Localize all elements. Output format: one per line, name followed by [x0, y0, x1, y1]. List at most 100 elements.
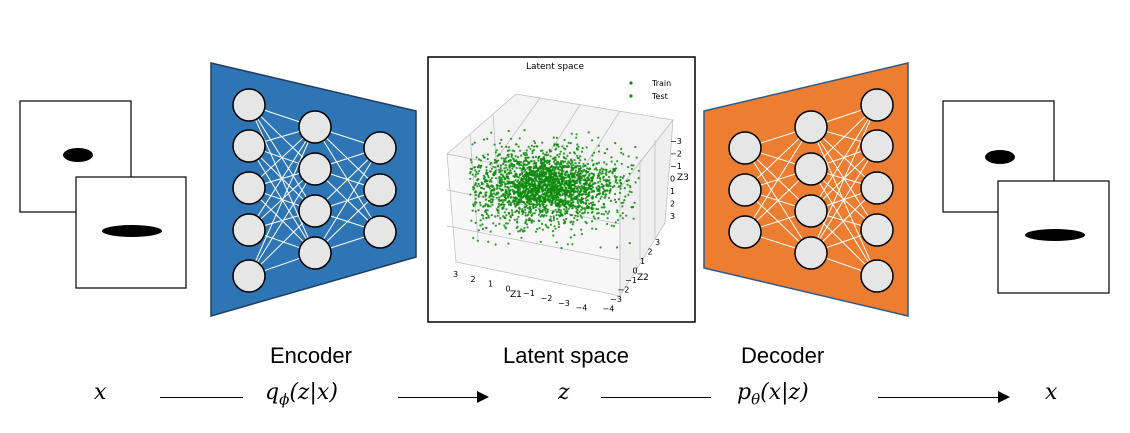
latent-point — [592, 164, 595, 167]
latent-point — [634, 145, 637, 149]
latent-point — [585, 146, 588, 149]
decoder-neuron-layer-2 — [794, 110, 828, 144]
latent-point — [556, 203, 559, 206]
latent-point — [492, 222, 495, 225]
plot-title: Latent space — [526, 62, 585, 72]
latent-point — [499, 217, 502, 220]
latent-point — [558, 205, 561, 208]
latent-point — [490, 189, 493, 192]
latent-point — [479, 166, 482, 169]
latent-point — [510, 164, 513, 167]
decoder-neuron-layer-1 — [728, 215, 762, 249]
latent-point — [553, 157, 556, 160]
decoder-edge — [810, 126, 878, 277]
latent-point — [530, 198, 533, 201]
latent-point — [474, 221, 477, 224]
latent-point — [510, 137, 513, 140]
latent-point — [590, 188, 593, 191]
latent-point — [536, 145, 539, 148]
latent-point — [549, 173, 552, 176]
latent-point — [490, 214, 493, 217]
latent-point — [574, 214, 577, 217]
latent-point — [526, 207, 529, 210]
output-x: x — [1045, 380, 1058, 405]
decoder-edge — [810, 168, 878, 277]
latent-point — [530, 180, 533, 183]
latent-point — [558, 200, 561, 203]
latent-point — [574, 190, 578, 193]
decoder-edge — [810, 104, 878, 212]
latent-point — [577, 189, 580, 192]
latent-point — [528, 167, 531, 170]
latent-point — [517, 145, 520, 148]
latent-point — [597, 172, 600, 175]
latent-point — [508, 219, 511, 222]
latent-point — [556, 199, 560, 202]
latent-point — [565, 212, 569, 215]
latent-point — [498, 204, 501, 207]
latent-point — [483, 180, 486, 183]
latent-point — [562, 176, 565, 179]
latent-point — [504, 170, 507, 173]
latent-point — [532, 169, 535, 173]
latent-point — [511, 213, 514, 217]
latent-point — [559, 189, 562, 192]
latent-point — [514, 211, 517, 214]
latent-point — [637, 169, 640, 172]
latent-point — [501, 183, 504, 186]
latent-point — [538, 226, 541, 230]
latent-point — [575, 174, 579, 177]
latent-point — [554, 202, 557, 205]
latent-point — [482, 174, 485, 177]
decoder-neurons — [728, 88, 894, 293]
z3-axis-ticks: −3 −2 −1 0 1 2 3 — [670, 137, 682, 221]
latent-point — [548, 185, 551, 188]
latent-point — [475, 170, 478, 174]
latent-point — [634, 181, 637, 184]
latent-point — [510, 153, 514, 157]
latent-point — [519, 194, 522, 197]
latent-point — [573, 217, 576, 220]
latent-point — [534, 230, 538, 233]
latent-point — [583, 158, 587, 161]
latent-point — [497, 165, 500, 168]
latent-point — [478, 158, 481, 161]
latent-point — [606, 148, 609, 151]
latent-point — [495, 183, 498, 187]
latent-point — [548, 148, 551, 151]
latent-point — [505, 214, 508, 217]
z1-tick-label: −2 — [541, 294, 553, 303]
latent-point — [521, 190, 524, 194]
latent-point — [525, 201, 529, 204]
latent-point — [580, 228, 583, 231]
latent-point — [602, 178, 605, 182]
z1-tick-label: −3 — [558, 299, 570, 308]
latent-point — [572, 221, 575, 224]
latent-point — [541, 186, 545, 189]
latent-point — [518, 188, 521, 192]
latent-point — [585, 183, 588, 186]
latent-point — [510, 181, 513, 184]
latent-point — [503, 224, 506, 227]
latent-point — [582, 197, 585, 200]
latent-point — [578, 169, 581, 172]
latent-point — [523, 226, 526, 230]
latent-point — [524, 214, 527, 217]
latent-point — [622, 174, 625, 178]
latent-point — [521, 212, 524, 216]
latent-point — [515, 209, 519, 212]
latent-point — [548, 178, 551, 181]
latent-point — [555, 185, 558, 188]
latent-point — [632, 164, 635, 167]
encoder-neuron-layer-1 — [232, 129, 266, 163]
latent-point — [524, 188, 527, 191]
latent-point — [604, 195, 607, 198]
latent-point — [491, 200, 494, 204]
latent-point — [484, 203, 487, 206]
latent-point — [472, 203, 475, 206]
latent-point — [522, 168, 525, 171]
latent-point — [489, 170, 492, 173]
latent-point — [551, 180, 555, 183]
latent-point — [570, 228, 573, 231]
